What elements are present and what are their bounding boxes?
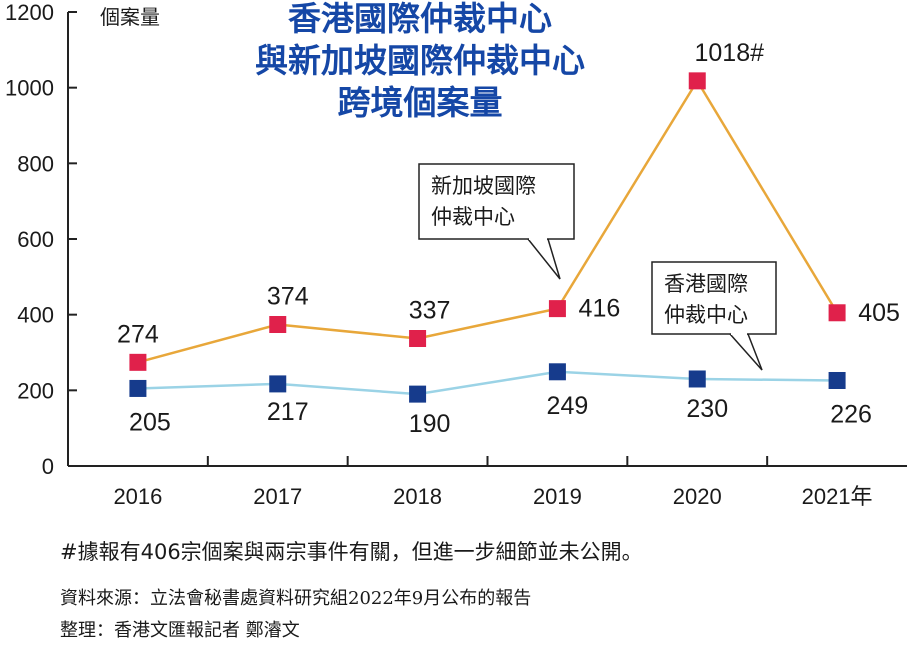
y-tick-label: 600 bbox=[17, 227, 54, 252]
data-label: 230 bbox=[686, 395, 728, 423]
data-label: 274 bbox=[117, 320, 159, 348]
data-point bbox=[269, 316, 287, 334]
data-point bbox=[129, 353, 147, 371]
chart-title-line: 與新加坡國際仲裁中心 bbox=[255, 41, 585, 80]
data-label: 1018# bbox=[694, 39, 764, 67]
chart-ticks: 0 200 400 600 800 1000 1200 2016 2017 2018 2019 202… bbox=[5, 0, 873, 509]
series-markers bbox=[129, 72, 846, 403]
data-point bbox=[688, 370, 706, 388]
data-label: 249 bbox=[547, 392, 589, 420]
x-tick-label: 2020 bbox=[673, 484, 722, 509]
legend-label: 香港國際 bbox=[664, 272, 748, 296]
y-tick-label: 400 bbox=[17, 303, 54, 328]
data-label: 190 bbox=[409, 410, 451, 438]
data-point bbox=[828, 304, 846, 322]
x-tick-label: 2016 bbox=[113, 484, 162, 509]
y-axis-label: 個案量 bbox=[100, 5, 160, 29]
data-label: 226 bbox=[830, 400, 872, 428]
legend-label: 仲裁中心 bbox=[431, 205, 515, 229]
data-label: 217 bbox=[267, 398, 309, 426]
y-tick-label: 0 bbox=[42, 454, 54, 479]
data-point bbox=[269, 375, 287, 393]
data-point bbox=[409, 330, 427, 348]
series-line bbox=[137, 78, 839, 364]
data-point bbox=[129, 379, 147, 397]
data-point bbox=[548, 363, 566, 381]
data-point bbox=[409, 385, 427, 403]
series-line bbox=[137, 370, 838, 396]
data-label: 374 bbox=[267, 283, 309, 311]
data-label: 205 bbox=[129, 408, 171, 436]
chart-title-line: 跨境個案量 bbox=[338, 83, 503, 122]
y-tick-label: 1200 bbox=[5, 0, 54, 25]
callout-box bbox=[418, 163, 575, 240]
line-chart: 0 200 400 600 800 1000 1200 2016 2017 2018 2019 202… bbox=[5, 0, 907, 509]
series-lines bbox=[137, 78, 839, 396]
data-label: 416 bbox=[579, 295, 621, 323]
data-point bbox=[828, 371, 846, 389]
data-label: 405 bbox=[858, 299, 900, 327]
callout-box bbox=[651, 261, 777, 335]
callout-pointer bbox=[526, 238, 561, 280]
x-tick-label: 2018 bbox=[393, 484, 442, 509]
data-label: 337 bbox=[409, 297, 451, 325]
x-tick-label: 2019 bbox=[533, 484, 582, 509]
data-labels: 274 374 337 416 1018# 405 205 217 190 249 230 226 bbox=[117, 39, 900, 438]
legend-label: 新加坡國際 bbox=[431, 174, 536, 198]
x-tick-label: 2017 bbox=[253, 484, 302, 509]
y-tick-label: 800 bbox=[17, 151, 54, 176]
legend-label: 仲裁中心 bbox=[664, 303, 748, 327]
y-tick-label: 1000 bbox=[5, 76, 54, 101]
source-note: 資料來源：立法會秘書處資料研究組2022年9月公布的報告 bbox=[60, 588, 532, 609]
credit-note: 整理：香港文匯報記者 鄭濬文 bbox=[60, 620, 300, 641]
data-point bbox=[688, 72, 706, 90]
x-tick-label: 2021年 bbox=[802, 484, 873, 509]
chart-title-line: 香港國際仲裁中心 bbox=[288, 0, 552, 38]
footnote: #據報有406宗個案與兩宗事件有關，但進一步細節並未公開。 bbox=[60, 540, 643, 564]
callout-pointer bbox=[728, 333, 763, 371]
y-tick-label: 200 bbox=[17, 378, 54, 403]
data-point bbox=[548, 300, 566, 318]
